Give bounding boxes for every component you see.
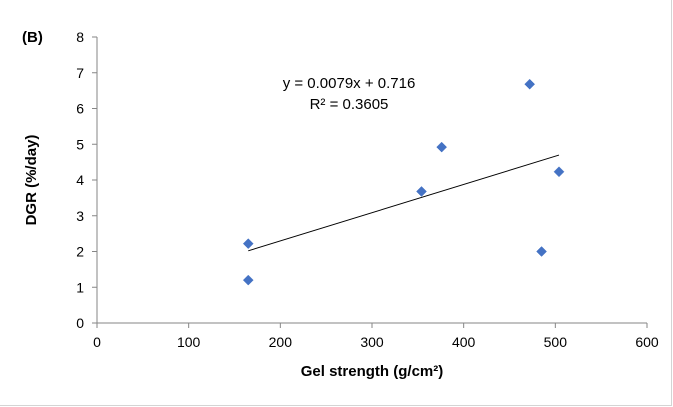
y-tick-label: 5: [76, 136, 84, 152]
data-point: [553, 166, 565, 178]
y-tick-label: 4: [76, 172, 84, 188]
y-tick-label: 2: [76, 244, 84, 260]
x-tick-label: 600: [635, 334, 659, 350]
x-tick-label: 500: [544, 334, 568, 350]
x-tick-label: 200: [269, 334, 293, 350]
data-point: [242, 274, 254, 286]
y-tick-label: 6: [76, 101, 84, 117]
x-tick-label: 100: [177, 334, 201, 350]
r-squared-label: R² = 0.3605: [310, 96, 389, 113]
data-point: [536, 246, 547, 257]
data-point: [524, 78, 536, 90]
y-axis-title: DGR (%/day): [23, 135, 40, 226]
x-ticks: 0 100 200 300 400 500 600: [93, 323, 659, 350]
data-point: [436, 141, 448, 153]
data-points: [242, 78, 565, 286]
y-ticks: 0 1 2 3 4 5 6 7 8: [76, 29, 97, 331]
y-tick-label: 1: [76, 279, 84, 295]
x-tick-label: 0: [93, 334, 101, 350]
y-tick-label: 7: [76, 65, 84, 81]
trendline-equation: y = 0.0079x + 0.716: [283, 75, 416, 92]
y-tick-label: 3: [76, 208, 84, 224]
data-point: [242, 238, 254, 249]
x-tick-label: 400: [452, 334, 476, 350]
trendline: [248, 154, 560, 252]
panel-label: (B): [22, 29, 43, 46]
x-tick-label: 300: [360, 334, 384, 350]
data-point: [416, 186, 427, 197]
y-tick-label: 8: [76, 29, 84, 45]
y-tick-label: 0: [76, 315, 84, 331]
x-axis-title: Gel strength (g/cm²): [301, 363, 444, 380]
